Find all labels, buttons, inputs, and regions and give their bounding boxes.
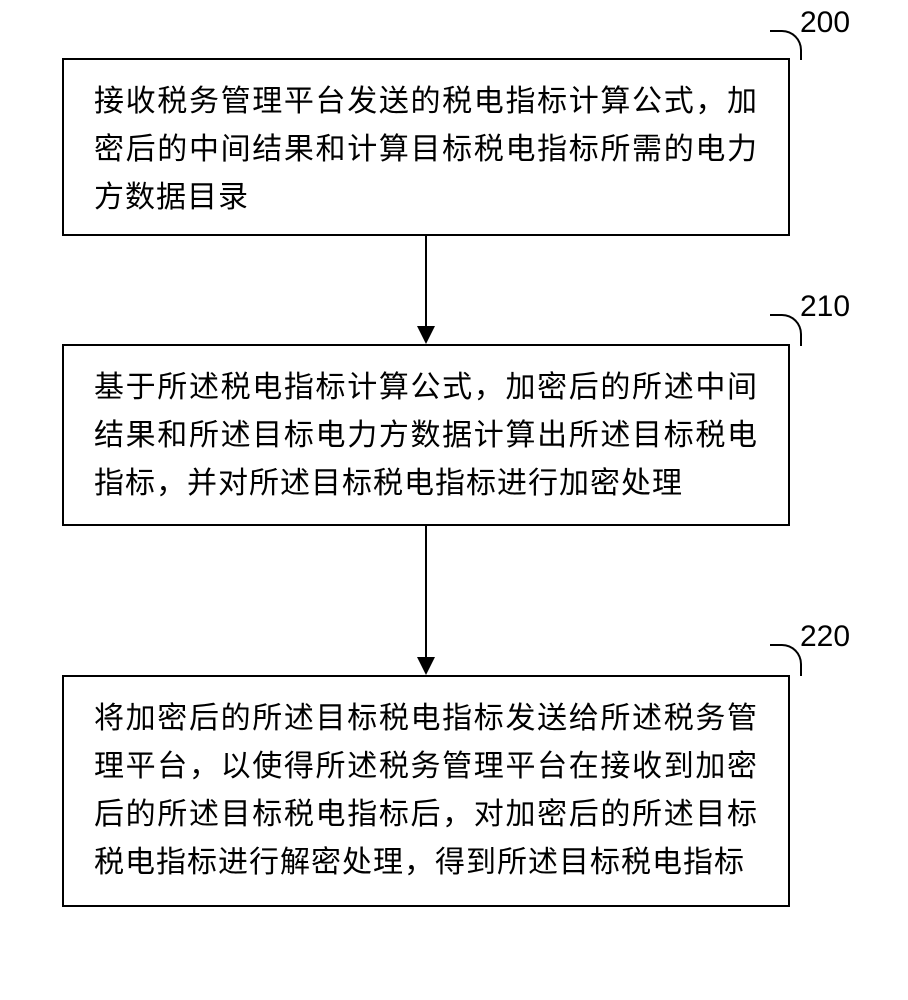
arrow-2-head	[417, 657, 435, 675]
leader-line-220	[770, 644, 802, 676]
flowchart-container: 200 接收税务管理平台发送的税电指标计算公式，加密后的中间结果和计算目标税电指…	[0, 0, 908, 1000]
leader-line-210	[770, 314, 802, 346]
step-label-200: 200	[800, 6, 850, 40]
arrow-2-line	[425, 526, 427, 659]
step-label-210: 210	[800, 290, 850, 324]
flow-box-200-text: 接收税务管理平台发送的税电指标计算公式，加密后的中间结果和计算目标税电指标所需的…	[94, 78, 758, 222]
leader-line-200	[770, 30, 802, 60]
arrow-1-head	[417, 326, 435, 344]
flow-box-200: 接收税务管理平台发送的税电指标计算公式，加密后的中间结果和计算目标税电指标所需的…	[62, 58, 790, 236]
flow-box-210-text: 基于所述税电指标计算公式，加密后的所述中间结果和所述目标电力方数据计算出所述目标…	[94, 364, 758, 508]
arrow-1-line	[425, 236, 427, 328]
step-label-220: 220	[800, 620, 850, 654]
flow-box-210: 基于所述税电指标计算公式，加密后的所述中间结果和所述目标电力方数据计算出所述目标…	[62, 344, 790, 526]
flow-box-220: 将加密后的所述目标税电指标发送给所述税务管理平台，以使得所述税务管理平台在接收到…	[62, 675, 790, 907]
flow-box-220-text: 将加密后的所述目标税电指标发送给所述税务管理平台，以使得所述税务管理平台在接收到…	[94, 695, 758, 887]
